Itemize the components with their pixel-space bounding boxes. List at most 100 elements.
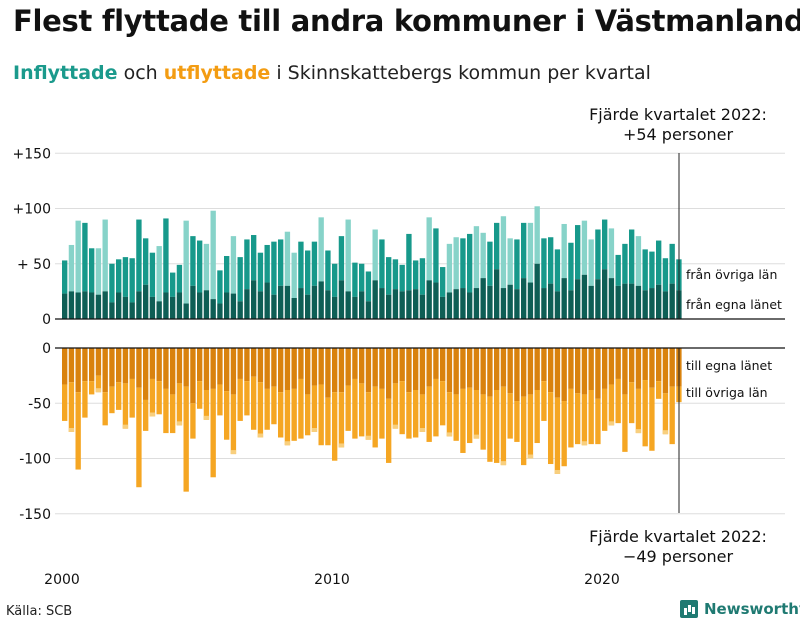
bar-out-egna-lanet <box>669 348 675 387</box>
bar-out-egna-lanet <box>575 348 581 394</box>
bar-in-other-lan <box>62 260 68 294</box>
bar-out-egna-lanet <box>588 348 594 390</box>
bar-out-egna-lanet <box>271 348 277 387</box>
bar-out-highlight <box>446 432 453 437</box>
bar-in-other-lan <box>332 263 338 297</box>
bar-out-egna-lanet <box>487 348 493 397</box>
bar-in-egna-lanet <box>109 302 115 319</box>
bar-out-egna-lanet <box>581 348 588 395</box>
bar-in-egna-lanet <box>251 280 257 319</box>
bar-out-egna-lanet <box>122 348 129 384</box>
bar-in-other-lan <box>325 250 331 291</box>
bar-in-other-lan <box>170 272 176 297</box>
bar-in-other-lan <box>129 258 135 303</box>
bar-out-other-lan <box>176 383 183 426</box>
bar-in-egna-lanet <box>629 283 635 319</box>
bar-in-egna-lanet <box>649 288 655 319</box>
bar-out-egna-lanet <box>446 348 453 393</box>
bar-out-other-lan <box>500 386 507 466</box>
bar-out-egna-lanet <box>561 348 567 402</box>
bar-out-other-lan <box>359 383 365 437</box>
bar-out-other-lan <box>149 378 156 417</box>
bar-in-egna-lanet <box>507 284 513 319</box>
annotation-top-line1: Fjärde kvartalet 2022: <box>589 105 767 124</box>
bar-in-other-lan <box>244 239 250 290</box>
bar-out-egna-lanet <box>291 348 297 389</box>
bar-in-other-lan <box>467 233 473 293</box>
bar-out-other-lan <box>122 383 129 429</box>
bar-out-highlight <box>365 435 372 440</box>
bar-in-egna-lanet <box>568 290 574 319</box>
bar-in-egna-lanet <box>514 289 520 319</box>
bar-in-egna-lanet <box>345 291 351 319</box>
bar-in-other-lan <box>311 241 318 286</box>
bar-in-egna-lanet <box>602 269 608 319</box>
bar-in-egna-lanet <box>352 296 358 319</box>
bar-out-other-lan <box>615 378 621 424</box>
bar-in-other-lan <box>116 259 122 293</box>
chart-subtitle: Inflyttade och utflyttade i Skinnskatteb… <box>13 62 651 84</box>
bar-in-egna-lanet <box>473 288 480 319</box>
bar-out-egna-lanet <box>163 348 169 389</box>
bar-out-other-lan <box>392 383 399 429</box>
bar-in-other-lan <box>271 241 277 295</box>
bar-out-highlight <box>662 430 669 435</box>
bar-out-egna-lanet <box>521 348 527 397</box>
bar-in-egna-lanet <box>291 298 297 319</box>
bar-out-other-lan <box>62 384 68 421</box>
bar-out-egna-lanet <box>129 348 135 379</box>
bar-in-other-lan <box>500 216 507 289</box>
bar-in-egna-lanet <box>433 282 439 319</box>
bar-in-other-lan <box>440 267 446 297</box>
bar-out-egna-lanet <box>149 348 156 379</box>
bar-out-other-lan <box>163 388 169 434</box>
bar-out-other-lan <box>548 392 554 465</box>
bar-out-other-lan <box>143 399 149 431</box>
bar-in-other-lan <box>82 222 88 292</box>
bar-out-highlight <box>419 427 426 432</box>
bar-in-egna-lanet <box>534 263 540 319</box>
bar-in-egna-lanet <box>89 292 95 319</box>
bar-in-egna-lanet <box>359 291 365 319</box>
bar-in-other-lan <box>433 228 439 283</box>
bar-in-other-lan <box>217 270 223 304</box>
bar-in-egna-lanet <box>264 282 270 319</box>
bar-out-other-lan <box>109 386 115 414</box>
bar-in-egna-lanet <box>190 285 196 319</box>
bar-out-other-lan <box>642 380 648 447</box>
bar-in-egna-lanet <box>318 281 324 319</box>
bar-out-egna-lanet <box>595 348 601 399</box>
bar-in-other-lan <box>406 233 412 291</box>
bar-out-other-lan <box>318 384 324 446</box>
bar-in-other-lan <box>494 222 500 270</box>
bar-out-egna-lanet <box>176 348 183 384</box>
bar-out-egna-lanet <box>635 348 642 389</box>
bar-out-other-lan <box>541 381 547 421</box>
bar-in-egna-lanet <box>635 285 642 319</box>
bar-out-egna-lanet <box>278 348 284 393</box>
bar-out-highlight <box>230 450 237 455</box>
bar-out-egna-lanet <box>473 348 480 390</box>
bar-in-egna-lanet <box>561 278 567 319</box>
bar-in-egna-lanet <box>170 296 176 319</box>
bar-in-egna-lanet <box>615 285 621 319</box>
bar-in-other-lan <box>541 238 547 289</box>
bar-out-highlight <box>608 421 615 426</box>
bar-in-egna-lanet <box>494 269 500 319</box>
bar-in-egna-lanet <box>129 302 135 319</box>
bar-in-egna-lanet <box>197 292 203 319</box>
bar-in-egna-lanet <box>413 289 419 319</box>
series-label-till-ovriga-lan: till övriga län <box>686 385 768 400</box>
bar-out-other-lan <box>669 386 675 445</box>
bar-in-other-lan <box>183 220 189 304</box>
bar-in-egna-lanet <box>365 301 372 319</box>
bar-out-egna-lanet <box>541 348 547 382</box>
bar-in-egna-lanet <box>379 288 385 319</box>
bar-in-other-lan <box>548 237 554 284</box>
bar-out-other-lan <box>440 381 446 426</box>
bar-out-other-lan <box>386 398 392 463</box>
bar-in-other-lan <box>399 264 405 292</box>
y-tick-label: 0 <box>42 341 51 357</box>
bar-out-egna-lanet <box>480 348 486 395</box>
bar-out-egna-lanet <box>534 348 540 390</box>
